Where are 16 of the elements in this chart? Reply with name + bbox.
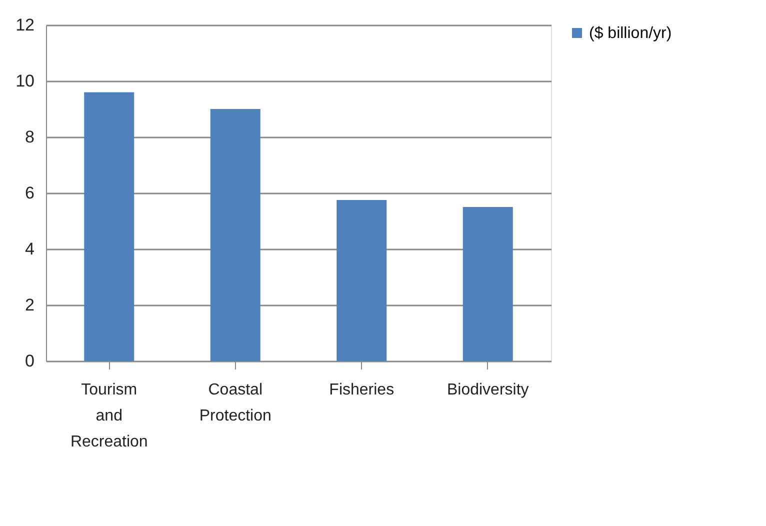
- y-tick-label: 10: [16, 72, 34, 90]
- bar: [84, 92, 134, 361]
- bar: [462, 207, 513, 361]
- legend-label: ($ billion/yr): [589, 25, 672, 42]
- y-tick-label: 2: [25, 296, 34, 314]
- y-tick-label: 12: [16, 16, 34, 34]
- x-tick-label: Fisheries: [329, 382, 394, 398]
- x-tick-label: Tourism and Recreation: [70, 382, 148, 450]
- y-tick-label: 8: [25, 128, 34, 146]
- bar: [336, 200, 387, 361]
- bar: [210, 109, 260, 361]
- y-tick-label: 4: [25, 240, 34, 258]
- y-tick-label: 0: [25, 352, 34, 370]
- y-tick-label: 6: [25, 184, 34, 202]
- x-tick-label: Biodiversity: [446, 382, 529, 398]
- x-tick-label: Coastal Protection: [199, 382, 272, 424]
